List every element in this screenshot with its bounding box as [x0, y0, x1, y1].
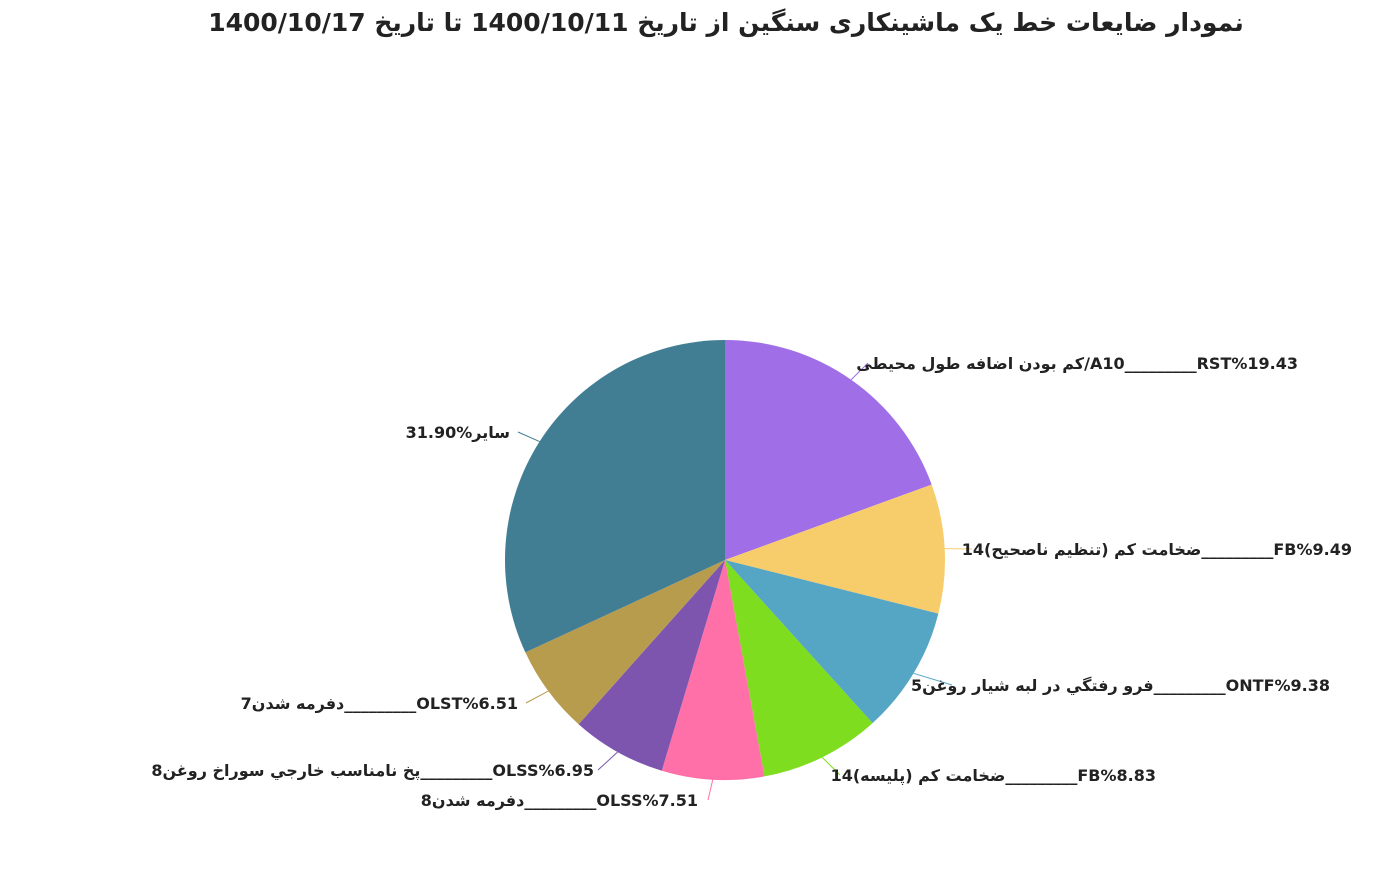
pie-slice-2[interactable]	[725, 484, 945, 614]
slice-label-7: دفرمه شدن7_________OLST%6.51	[241, 694, 518, 713]
slice-label-8: سایر%31.90	[406, 423, 510, 442]
leader-line-6	[597, 751, 618, 771]
leader-lines	[517, 362, 973, 801]
pie-slice-5[interactable]	[661, 560, 765, 780]
leader-line-3	[913, 672, 953, 686]
slice-label-1: کم بودن اضافه طول محیطی/A10_________RST%…	[856, 354, 1298, 373]
pie-slice-7[interactable]	[525, 560, 725, 725]
pie-slice-4[interactable]	[725, 560, 873, 777]
slice-label-3: فرو رفتگي در لبه شيار روغن5_________ONTF…	[911, 676, 1330, 696]
slice-label-5: دفرمه شدن8_________OLSS%7.51	[421, 791, 698, 810]
slice-label-2: ضخامت کم (تنظیم ناصحیح)14_________FB%9.4…	[962, 540, 1352, 559]
leader-line-7	[525, 690, 549, 704]
pie-slices	[505, 340, 945, 780]
slice-label-4: ضخامت کم (پلیسه)14_________FB%8.83	[831, 766, 1156, 786]
leader-line-5	[707, 779, 714, 801]
slice-label-6: پخ نامناسب خارجي سوراخ روغن8_________OLS…	[151, 761, 594, 781]
leader-line-4	[821, 756, 841, 776]
pie-slice-8[interactable]	[505, 340, 725, 653]
pie-slice-6[interactable]	[578, 560, 725, 771]
chart-title: نمودار ضایعات خط یک ماشینکاری سنگین از ت…	[208, 8, 1244, 37]
slice-labels: کم بودن اضافه طول محیطی/A10_________RST%…	[151, 354, 1352, 810]
pie-slice-1[interactable]	[725, 340, 932, 560]
leader-line-8	[517, 431, 540, 442]
pie-slice-3[interactable]	[725, 560, 939, 724]
leader-line-1	[850, 362, 869, 381]
